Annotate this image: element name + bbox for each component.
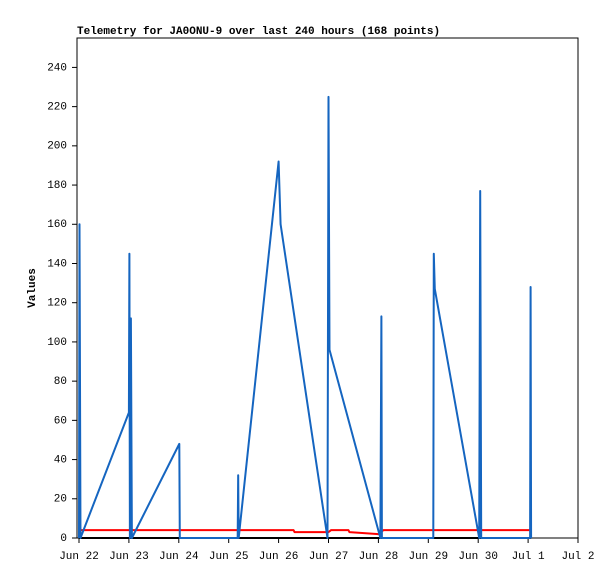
x-tick-label: Jun 26: [259, 551, 299, 563]
y-tick-label: 120: [47, 298, 67, 310]
y-tick-label: 240: [47, 62, 67, 74]
y-tick-label: 40: [54, 454, 67, 466]
y-tick-label: 200: [47, 141, 67, 153]
x-tick-label: Jun 22: [59, 551, 99, 563]
x-tick-label: Jun 28: [359, 551, 399, 563]
x-tick-label: Jul 1: [512, 551, 545, 563]
y-tick-label: 60: [54, 415, 67, 427]
x-tick-label: Jun 23: [109, 551, 149, 563]
y-tick-label: 20: [54, 494, 67, 506]
series-line: [79, 529, 532, 536]
y-tick-label: 140: [47, 258, 67, 270]
y-tick-label: 160: [47, 219, 67, 231]
series-line: [78, 95, 533, 539]
y-axis-label: Values: [27, 268, 39, 308]
y-tick-label: 220: [47, 102, 67, 114]
y-tick-label: 180: [47, 180, 67, 192]
y-tick-label: 80: [54, 376, 67, 388]
x-tick-label: Jun 29: [408, 551, 448, 563]
x-tick-label: Jun 27: [309, 551, 349, 563]
x-tick-label: Jun 30: [458, 551, 498, 563]
chart-title: Telemetry for JA0ONU-9 over last 240 hou…: [77, 26, 440, 38]
x-tick-label: Jul 2: [561, 551, 594, 563]
y-tick-label: 100: [47, 337, 67, 349]
x-tick-label: Jun 25: [209, 551, 249, 563]
y-tick-label: 0: [60, 533, 67, 545]
x-tick-label: Jun 24: [159, 551, 199, 563]
